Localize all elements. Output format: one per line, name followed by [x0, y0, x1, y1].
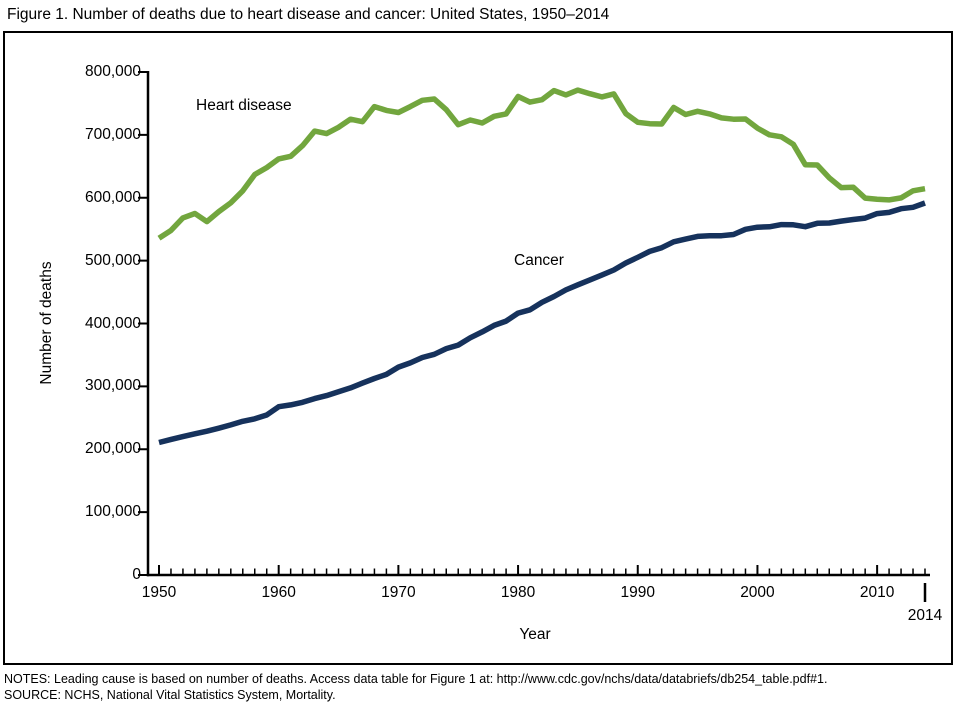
y-tick-label: 0: [132, 566, 141, 583]
x-tick-label: 1980: [500, 584, 536, 601]
heart-disease-line: [157, 87, 926, 241]
cancer-series-label: Cancer: [514, 252, 564, 269]
y-tick-label: 500,000: [84, 251, 141, 269]
x-tick-label: 2000: [740, 584, 775, 601]
y-tick-label: 200,000: [84, 440, 141, 458]
x-tick-label-2014: 2014: [907, 607, 943, 624]
chart-frame: [3, 31, 953, 665]
notes-text: NOTES: Leading cause is based on number …: [4, 672, 828, 686]
source-text: SOURCE: NCHS, National Vital Statistics …: [4, 688, 336, 702]
x-tick-label: 1950: [141, 584, 177, 601]
x-axis-title: Year: [519, 626, 551, 643]
x-tick-label: 1970: [381, 584, 416, 601]
y-tick-label: 400,000: [84, 314, 141, 332]
x-tick-label: 2010: [859, 584, 895, 601]
y-tick-label: 300,000: [84, 377, 141, 395]
heart-disease-series-label: Heart disease: [196, 97, 292, 114]
y-tick-label: 800,000: [84, 63, 141, 80]
x-tick-label: 1990: [620, 584, 655, 601]
x-tick-label: 1960: [261, 584, 296, 601]
y-tick-label: 100,000: [84, 503, 141, 521]
figure-title: Figure 1. Number of deaths due to heart …: [7, 6, 610, 23]
y-tick-label: 700,000: [84, 125, 141, 143]
cancer-line: [158, 200, 926, 446]
y-tick-label: 600,000: [84, 188, 141, 206]
